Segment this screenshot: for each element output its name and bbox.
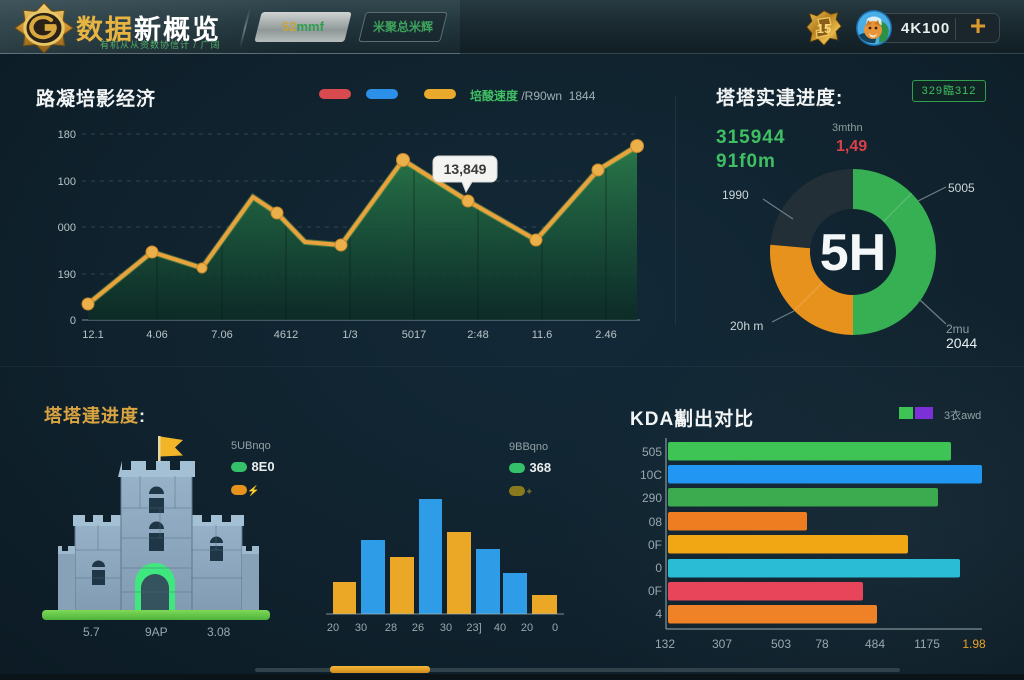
svg-text:1175: 1175: [914, 637, 940, 650]
svg-text:5H: 5H: [820, 224, 886, 282]
svg-text:0F: 0F: [648, 584, 662, 598]
svg-text:08: 08: [649, 515, 663, 529]
svg-text:30: 30: [440, 622, 452, 634]
svg-text:23]: 23]: [466, 622, 481, 634]
svg-text:307: 307: [712, 637, 732, 650]
svg-text:2:48: 2:48: [467, 329, 488, 341]
svg-text:20: 20: [327, 622, 339, 634]
svg-text:503: 503: [771, 637, 791, 650]
svg-text:20: 20: [521, 622, 533, 634]
svg-text:0F: 0F: [648, 538, 662, 552]
svg-text:000: 000: [58, 222, 76, 234]
svg-text:484: 484: [865, 637, 885, 650]
svg-text:5017: 5017: [402, 329, 426, 341]
svg-text:78: 78: [815, 637, 829, 650]
svg-text:1/3: 1/3: [342, 329, 357, 341]
svg-text:30: 30: [355, 622, 367, 634]
svg-text:2.46: 2.46: [595, 329, 616, 341]
svg-text:26: 26: [412, 622, 424, 634]
svg-text:4: 4: [655, 607, 662, 621]
svg-text:0: 0: [70, 315, 76, 327]
svg-text:0: 0: [655, 561, 662, 575]
svg-text:4.06: 4.06: [146, 329, 167, 341]
svg-text:28: 28: [385, 622, 397, 634]
svg-text:180: 180: [58, 129, 76, 141]
svg-text:1.98: 1.98: [962, 637, 986, 650]
svg-text:15: 15: [817, 21, 831, 36]
svg-text:11.6: 11.6: [532, 329, 553, 341]
svg-text:13,849: 13,849: [444, 161, 487, 177]
svg-text:10C: 10C: [640, 468, 662, 482]
svg-text:100: 100: [58, 176, 76, 188]
svg-text:290: 290: [642, 491, 662, 505]
svg-text:7.06: 7.06: [211, 329, 232, 341]
svg-text:12.1: 12.1: [82, 329, 103, 341]
svg-text:0: 0: [552, 622, 558, 634]
svg-text:132: 132: [655, 637, 675, 650]
svg-text:190: 190: [58, 269, 76, 281]
svg-text:505: 505: [642, 445, 662, 459]
svg-text:4612: 4612: [274, 329, 298, 341]
svg-text:40: 40: [494, 622, 506, 634]
